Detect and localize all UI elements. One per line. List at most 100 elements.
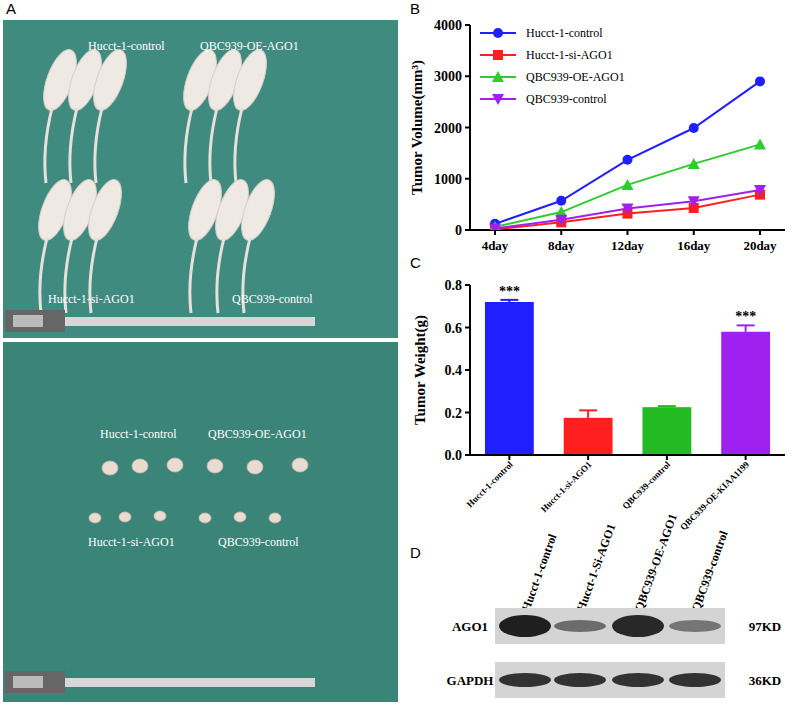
marker	[755, 76, 765, 86]
x-tick-label: 4day	[482, 238, 509, 253]
photo-label: Hucct-1-si-AGO1	[48, 292, 135, 306]
x-tick-label: Hucct-1-control	[465, 459, 515, 509]
y-tick-label: 0.2	[445, 406, 463, 421]
mouse	[62, 45, 108, 183]
photo-label: Hucct-1-control	[100, 427, 177, 441]
y-axis-label: Tumor Volume(mm³)	[409, 60, 426, 195]
mouse-tail	[210, 108, 217, 183]
bar	[564, 418, 613, 455]
y-tick	[465, 412, 470, 414]
x-tick	[494, 230, 496, 235]
tumor	[89, 513, 101, 523]
tumor	[292, 458, 308, 472]
tumor	[247, 460, 263, 474]
x-tick-label: 16day	[677, 238, 711, 253]
blot-band	[554, 620, 606, 632]
figure: ABCDHucct-1-controlQBC939-OE-AGO1Hucct-1…	[0, 0, 800, 707]
tumor	[207, 459, 223, 473]
caliper	[5, 310, 65, 332]
x-axis	[470, 454, 785, 456]
blot-strip	[495, 608, 725, 644]
error-cap	[737, 324, 755, 326]
marker	[754, 185, 766, 196]
mouse-body	[87, 45, 133, 114]
legend-label: QBC939-OE-AGO1	[526, 70, 625, 84]
panel-label: A	[6, 0, 16, 17]
marker	[556, 196, 566, 206]
plot-area	[489, 76, 766, 230]
y-tick	[465, 454, 470, 456]
x-tick-label: QBC939-OE-KIAA1199	[678, 459, 751, 532]
tumor	[167, 458, 183, 472]
lane-label: Hucct-1-control	[519, 531, 560, 613]
photo-label: Hucct-1-si-AGO1	[88, 535, 175, 549]
mouse	[182, 175, 228, 313]
x-tick	[745, 455, 747, 460]
mouse-body	[82, 175, 128, 244]
legend-label: Hucct-1-control	[526, 26, 603, 40]
photo-panel: Hucct-1-control QBC939-OE-AGO1 Hucct-1-si-…	[3, 20, 398, 702]
marker	[489, 223, 501, 230]
y-tick	[465, 24, 470, 26]
error-stem	[587, 410, 589, 417]
series-line	[495, 190, 760, 228]
y-tick-label: 2000	[434, 121, 462, 136]
blot-band	[669, 620, 721, 632]
x-tick-label: 8day	[548, 238, 575, 253]
error-bar	[579, 410, 597, 417]
western-blot: Hucct-1-control Hucct-1-Si-AGO1 QBC939-OE-…	[447, 512, 782, 698]
mouse-tail	[40, 238, 47, 313]
x-tick-label: 12day	[611, 238, 645, 253]
y-tick-label: 4000	[434, 18, 462, 33]
size-label: 36KD	[749, 673, 782, 688]
x-tick	[508, 455, 510, 460]
significance: ***	[735, 309, 756, 324]
mouse	[202, 45, 248, 183]
legend-marker	[492, 94, 504, 105]
tumor	[154, 511, 166, 521]
lane-label: QBC939-OE-AGO1	[632, 512, 680, 613]
y-tick-label: 0.0	[445, 448, 463, 463]
y-tick-label: 0.4	[445, 363, 463, 378]
mouse-tail	[185, 108, 192, 183]
panel-label: C	[410, 254, 421, 271]
significance: ***	[499, 284, 520, 299]
y-tick	[465, 284, 470, 286]
marker	[622, 179, 634, 190]
ruler	[65, 317, 315, 326]
marker	[623, 155, 633, 165]
line-chart: 010002000300040004day8day12day16day20day…	[409, 18, 785, 253]
mouse	[87, 45, 133, 183]
x-tick	[666, 455, 668, 460]
size-label: 97KD	[749, 619, 782, 634]
ruler	[65, 678, 315, 687]
blot-band	[612, 615, 664, 637]
photo-label: Hucct-1-control	[88, 39, 165, 53]
tumor	[119, 512, 131, 522]
error-bar	[500, 300, 518, 302]
lane-label: Hucct-1-Si-AGO1	[574, 522, 619, 613]
tumor	[269, 513, 281, 523]
bar	[721, 332, 770, 455]
legend-marker	[493, 50, 503, 60]
blot-band	[499, 673, 551, 687]
photo-label: QBC939-OE-AGO1	[200, 39, 299, 53]
mouse-tail	[70, 108, 77, 183]
y-tick-label: 3000	[434, 69, 462, 84]
mouse-tail	[217, 238, 224, 313]
tumor	[132, 459, 148, 473]
caliper	[5, 671, 65, 693]
marker	[688, 196, 700, 207]
legend: Hucct-1-controlHucct-1-si-AGO1QBC939-OE-…	[480, 26, 625, 106]
panel-label: B	[410, 0, 420, 17]
x-tick	[693, 230, 695, 235]
x-tick	[587, 455, 589, 460]
marker	[689, 123, 699, 133]
row-label: AGO1	[452, 619, 488, 634]
marker	[688, 158, 700, 169]
x-tick	[627, 230, 629, 235]
photo-label: QBC939-control	[232, 292, 313, 306]
caliper-display	[13, 315, 43, 327]
y-tick	[465, 229, 470, 231]
row-label: GAPDH	[447, 673, 494, 688]
